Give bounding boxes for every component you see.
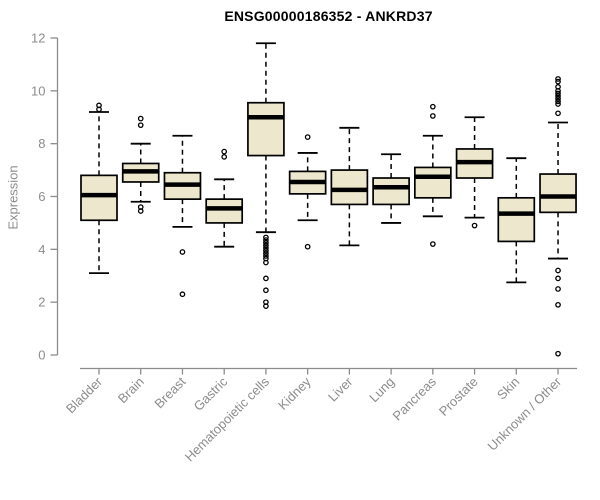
outlier-point	[96, 102, 102, 109]
outlier-point	[555, 95, 561, 102]
outlier-point	[555, 267, 561, 274]
boxplot-hematopoietic-cells	[247, 42, 285, 309]
boxplot-unknown-other	[539, 76, 577, 357]
boxplot-liver	[330, 126, 369, 247]
outlier-point	[429, 103, 436, 110]
y-tick-label: 6	[38, 189, 45, 204]
x-category-label: Lung	[366, 374, 397, 405]
boxplot-bladder	[80, 102, 118, 275]
outlier-point	[263, 275, 269, 282]
iqr-box	[539, 173, 577, 214]
boxplot-skin	[497, 157, 536, 284]
outlier-point	[555, 90, 561, 97]
outlier-point	[555, 275, 561, 282]
outlier-point	[555, 87, 561, 94]
outlier-point	[555, 350, 561, 357]
iqr-box	[413, 166, 452, 199]
y-tick-label: 4	[38, 242, 45, 257]
y-tick-label: 0	[38, 348, 45, 363]
outlier-point	[263, 239, 269, 246]
outlier-point	[221, 154, 228, 160]
outlier-point	[263, 247, 269, 254]
boxplot-brain	[121, 115, 160, 214]
outlier-point	[429, 241, 436, 247]
iqr-box	[80, 174, 118, 222]
iqr-box	[497, 196, 536, 243]
outlier-point	[304, 134, 311, 140]
outlier-point	[555, 101, 561, 107]
outlier-point	[179, 291, 186, 298]
outlier-point	[263, 303, 269, 309]
x-category-label: Kidney	[275, 374, 314, 413]
outlier-point	[471, 222, 478, 229]
x-category-label: Breast	[151, 374, 188, 411]
x-category-label: Pancreas	[390, 374, 440, 424]
outlier-point	[263, 245, 269, 251]
outlier-point	[555, 286, 561, 292]
iqr-box	[372, 177, 410, 206]
outlier-point	[137, 122, 144, 129]
x-category-label: Prostate	[436, 374, 481, 419]
outlier-point	[555, 110, 561, 117]
outlier-point	[263, 259, 269, 266]
boxplot-prostate	[455, 116, 494, 229]
boxplot-pancreas	[413, 103, 452, 247]
outlier-point	[263, 242, 269, 249]
outlier-point	[137, 115, 144, 122]
outlier-point	[263, 237, 269, 243]
outlier-point	[304, 243, 311, 250]
outlier-point	[555, 78, 561, 85]
iqr-box	[330, 169, 369, 206]
outlier-point	[555, 98, 561, 105]
y-tick-label: 8	[38, 136, 45, 151]
boxplot-lung	[372, 153, 410, 224]
y-tick-label: 2	[38, 295, 45, 310]
outlier-point	[263, 287, 269, 294]
outlier-point	[555, 301, 561, 308]
iqr-box	[247, 101, 285, 157]
outlier-point	[555, 76, 561, 82]
x-category-label: Brain	[115, 374, 147, 406]
outlier-point	[179, 249, 186, 255]
y-axis-label: Expression	[5, 165, 21, 230]
x-category-label: Liver	[325, 374, 356, 405]
x-category-label: Skin	[494, 374, 522, 402]
outlier-point	[221, 148, 228, 155]
boxplot-breast	[163, 134, 202, 298]
y-tick-label: 12	[31, 31, 45, 46]
outlier-point	[263, 250, 269, 257]
x-category-label: Gastric	[191, 374, 231, 414]
outlier-point	[429, 113, 436, 119]
boxplot-kidney	[288, 134, 327, 250]
outlier-point	[263, 253, 269, 259]
outlier-point	[555, 93, 561, 99]
x-category-label: Bladder	[63, 374, 106, 417]
y-tick-label: 10	[31, 83, 45, 98]
boxplot-gastric	[205, 148, 244, 248]
outlier-point	[263, 234, 269, 241]
outlier-point	[137, 208, 144, 214]
iqr-box	[205, 198, 244, 224]
chart-title: ENSG00000186352 - ANKRD37	[224, 8, 433, 24]
x-category-label: Unknown / Other	[485, 374, 565, 454]
